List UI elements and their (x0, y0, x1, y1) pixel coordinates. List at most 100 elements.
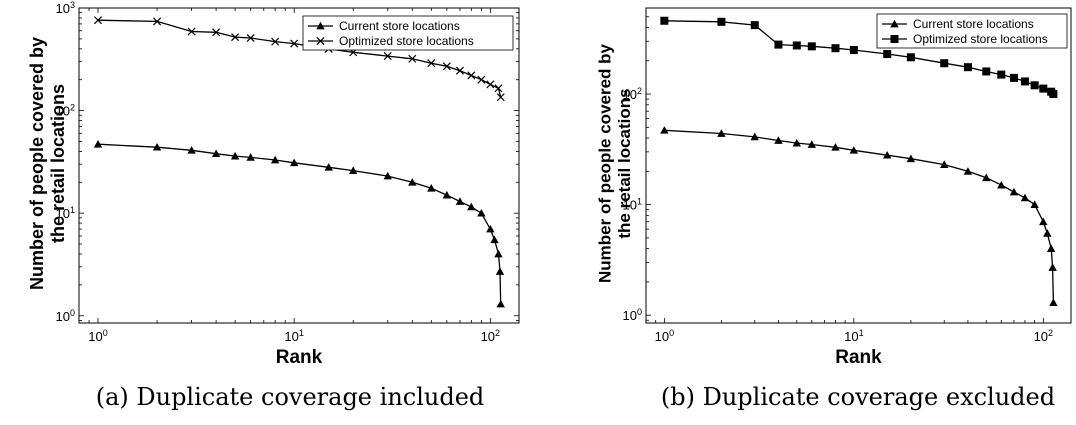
triangle-marker (490, 235, 499, 244)
y-tick-label: 103 (56, 0, 75, 16)
plot-frame (78, 7, 520, 324)
triangle-marker (849, 146, 859, 154)
triangle-marker (211, 149, 221, 158)
triangle-marker (1020, 193, 1030, 202)
triangle-marker (807, 140, 817, 148)
triangle-marker (455, 197, 465, 205)
triangle-marker (774, 136, 783, 144)
y-tick-label: 100 (623, 307, 642, 323)
triangle-marker (831, 143, 840, 151)
square-marker (997, 70, 1006, 79)
triangle-marker (93, 140, 103, 148)
x-tick-label: 102 (481, 328, 500, 344)
series-line (97, 19, 502, 98)
x-marker (496, 93, 505, 102)
square-marker (982, 67, 991, 76)
triangle-marker (324, 163, 333, 171)
chart-1: 100 101 102 100 101 102 Rank Number of people c… (595, 7, 1072, 411)
x-marker (477, 75, 486, 84)
series-line (664, 129, 1055, 303)
x-marker (187, 27, 196, 36)
square-marker (940, 59, 949, 68)
triangle-marker (792, 138, 801, 147)
triangle-marker (963, 167, 973, 175)
x-tick-label: 101 (284, 328, 303, 344)
x-axis-title: Rank (835, 347, 882, 368)
x-tick-label: 102 (1034, 328, 1053, 344)
triangle-marker (495, 267, 505, 275)
x-tick-label: 100 (655, 328, 674, 344)
legend-box (876, 13, 1068, 49)
legend-label: Optimized store locations (339, 34, 474, 48)
y-tick-label: 102 (56, 103, 75, 119)
y-tick-label: 102 (623, 86, 642, 102)
triangle-marker (477, 208, 486, 217)
figure-caption: (a) Duplicate coverage included (96, 383, 485, 411)
triangle-marker (496, 299, 505, 308)
triangle-marker (997, 180, 1006, 189)
triangle-marker (906, 154, 916, 163)
chart-0: 100 101 102 100 101 102 103 Rank Number of peopl… (27, 0, 520, 411)
x-marker (316, 36, 325, 46)
x-marker (383, 52, 392, 61)
x-marker (153, 17, 162, 26)
x-marker (427, 59, 436, 68)
square-marker (774, 40, 783, 49)
x-marker (408, 54, 417, 63)
triangle-marker (494, 249, 503, 258)
square-marker (849, 46, 858, 55)
triangle-marker (1009, 187, 1019, 196)
triangle-marker (890, 19, 899, 28)
triangle-marker (187, 146, 196, 154)
triangle-marker (316, 21, 325, 30)
triangle-marker (467, 202, 476, 211)
triangle-marker (940, 160, 949, 168)
triangle-marker (750, 132, 759, 141)
y-tick-label: 101 (56, 205, 75, 221)
square-marker (1030, 81, 1039, 90)
square-marker (1009, 73, 1018, 82)
x-marker (455, 66, 464, 75)
x-marker (212, 28, 221, 37)
square-marker (660, 16, 669, 25)
x-marker (231, 33, 240, 42)
x-tick-label: 100 (88, 328, 107, 344)
triangle-marker (1048, 263, 1057, 271)
square-marker (883, 50, 892, 59)
triangle-marker (982, 173, 991, 182)
square-marker (890, 35, 899, 43)
series-1 (660, 16, 1058, 99)
square-marker (963, 63, 972, 72)
triangle-marker (442, 190, 452, 199)
legend-label: Current store locations (339, 19, 460, 33)
triangle-marker (152, 142, 162, 151)
y-tick-label: 100 (56, 308, 75, 324)
series-0 (93, 140, 505, 308)
square-marker (1020, 77, 1029, 86)
square-marker (906, 53, 915, 62)
triangle-marker (427, 184, 436, 192)
square-marker (831, 44, 840, 53)
y-axis-title: Number of people covered bythe retail lo… (27, 37, 68, 290)
x-axis-title: Rank (276, 347, 323, 368)
triangle-marker (1043, 229, 1052, 237)
triangle-marker (289, 158, 299, 167)
x-marker (442, 62, 451, 71)
square-marker (807, 42, 816, 51)
square-marker (717, 17, 726, 26)
triangle-marker (660, 126, 669, 134)
triangle-marker (230, 151, 240, 160)
x-marker (486, 80, 495, 89)
y-axis-title: Number of people covered bythe retail lo… (595, 43, 634, 283)
x-marker (93, 16, 103, 25)
triangle-marker (270, 155, 280, 164)
triangle-marker (246, 153, 255, 161)
square-marker (792, 41, 801, 50)
legend-box (302, 15, 514, 51)
x-marker (494, 84, 503, 93)
x-marker (246, 33, 255, 43)
legend-label: Current store locations (913, 17, 1034, 31)
triangle-marker (349, 166, 358, 174)
